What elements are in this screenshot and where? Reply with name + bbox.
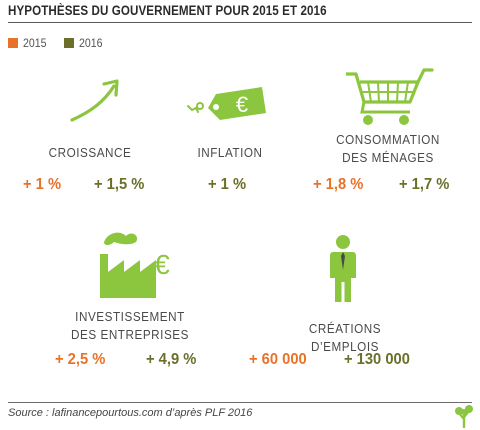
value-emplois-2016: + 130 000 bbox=[344, 351, 410, 368]
chart-title: HYPOTHÈSES DU GOUVERNEMENT POUR 2015 ET … bbox=[8, 3, 327, 18]
indicator-label-inflation: INFLATION bbox=[197, 145, 263, 160]
title-divider bbox=[8, 22, 472, 23]
tree-logo-icon bbox=[455, 405, 473, 428]
value-consommation-2016: + 1,7 % bbox=[399, 176, 450, 193]
indicator-label-consommation: CONSOMMATION DES MÉNAGES bbox=[336, 132, 440, 165]
legend-swatch-2015 bbox=[8, 38, 18, 48]
value-croissance-2016: + 1,5 % bbox=[94, 176, 145, 193]
indicator-label-investissement: INVESTISSEMENT DES ENTREPRISES bbox=[71, 309, 189, 342]
svg-text:€: € bbox=[154, 249, 170, 280]
factory-euro-icon: € bbox=[100, 232, 170, 298]
legend-swatch-2016 bbox=[63, 38, 74, 48]
euro-price-tag-icon: € bbox=[187, 87, 266, 120]
indicator-label-emplois: CRÉATIONS D’EMPLOIS bbox=[308, 321, 382, 354]
value-croissance-2015: + 1 % bbox=[23, 176, 62, 193]
footer-divider bbox=[8, 402, 472, 403]
shopping-cart-icon bbox=[346, 68, 434, 125]
worker-icon bbox=[330, 235, 356, 302]
legend-label-2016: 2016 bbox=[78, 36, 103, 50]
legend-item-2015: 2015 bbox=[8, 36, 50, 50]
arrow-up-icon bbox=[70, 79, 119, 122]
svg-text:€: € bbox=[236, 92, 248, 117]
value-investissement-2016: + 4,9 % bbox=[146, 351, 197, 368]
legend-label-2015: 2015 bbox=[23, 36, 47, 50]
value-emplois-2015: + 60 000 bbox=[249, 351, 307, 368]
legend-item-2016: 2016 bbox=[63, 36, 106, 50]
value-consommation-2015: + 1,8 % bbox=[313, 176, 364, 193]
indicator-label-croissance: CROISSANCE bbox=[48, 145, 132, 160]
value-inflation-2016: + 1 % bbox=[208, 176, 247, 193]
source-note: Source : lafinancepourtous.com d’après P… bbox=[8, 407, 253, 419]
legend: 2015 2016 bbox=[8, 36, 119, 50]
value-investissement-2015: + 2,5 % bbox=[55, 351, 106, 368]
